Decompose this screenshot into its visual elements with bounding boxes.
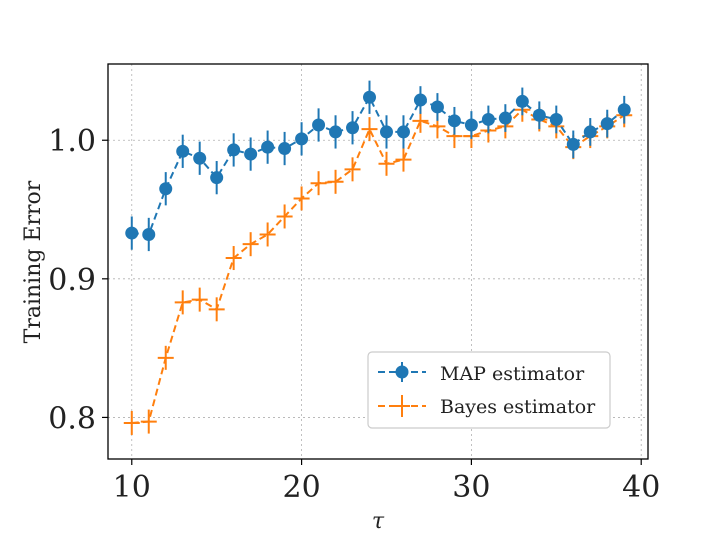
map-point	[244, 147, 258, 161]
bayes-point	[276, 204, 293, 229]
map-point	[329, 125, 343, 139]
x-tick-label: 20	[282, 470, 320, 505]
bayes-point	[191, 287, 208, 312]
x-axis-label: τ	[372, 509, 385, 534]
map-point	[125, 226, 139, 240]
map-point	[210, 171, 224, 185]
plot-series	[123, 80, 633, 435]
bayes-point	[361, 117, 378, 142]
map-point	[193, 151, 207, 165]
axis-ticks: 10 20 30 40 0.8 0.9 1.0	[48, 124, 660, 505]
map-point	[447, 114, 461, 128]
y-axis-label: Training Error	[21, 180, 46, 343]
bayes-point	[242, 232, 259, 257]
bayes-point	[208, 297, 225, 322]
map-point	[532, 108, 546, 122]
map-point	[498, 111, 512, 125]
bayes-point	[140, 409, 157, 434]
bayes-point	[327, 169, 344, 194]
map-point	[227, 143, 241, 157]
map-point	[261, 140, 275, 154]
map-point	[549, 112, 563, 126]
bayes-point	[344, 157, 361, 182]
y-tick-label: 1.0	[48, 124, 96, 159]
bayes-point	[225, 246, 242, 271]
map-point	[515, 94, 529, 108]
map-point	[379, 125, 393, 139]
legend: MAP estimator Bayes estimator	[367, 351, 611, 429]
map-point	[617, 103, 631, 117]
map-point	[295, 132, 309, 146]
map-point	[464, 118, 478, 132]
plot-frame	[107, 63, 649, 460]
map-point	[566, 137, 580, 151]
bayes-point	[310, 171, 327, 196]
x-tick-label: 40	[622, 470, 660, 505]
map-point	[600, 117, 614, 131]
map-point	[363, 90, 377, 104]
y-tick-label: 0.8	[48, 401, 96, 436]
map-point	[142, 227, 156, 241]
bayes-point	[395, 147, 412, 172]
map-point	[583, 125, 597, 139]
map-point	[481, 112, 495, 126]
legend-box	[367, 351, 611, 429]
legend-label-map: MAP estimator	[440, 363, 585, 385]
map-point	[176, 144, 190, 158]
legend-label-bayes: Bayes estimator	[440, 396, 596, 418]
bayes-point	[378, 151, 395, 176]
series-map-estimator	[125, 80, 631, 252]
y-tick-label: 0.9	[48, 263, 96, 298]
bayes-point	[293, 186, 310, 211]
map-point	[159, 182, 173, 196]
x-tick-label: 10	[113, 470, 151, 505]
bayes-point	[157, 345, 174, 370]
map-point	[278, 142, 292, 156]
bayes-point	[259, 222, 276, 247]
map-point	[413, 93, 427, 107]
map-point	[396, 125, 410, 139]
legend-swatch-map	[378, 362, 426, 382]
legend-swatch-bayes	[378, 395, 426, 417]
map-point	[312, 118, 326, 132]
bayes-point	[123, 410, 140, 435]
x-tick-label: 30	[452, 470, 490, 505]
bayes-point	[174, 290, 191, 315]
map-point	[346, 121, 360, 135]
map-point	[430, 100, 444, 114]
